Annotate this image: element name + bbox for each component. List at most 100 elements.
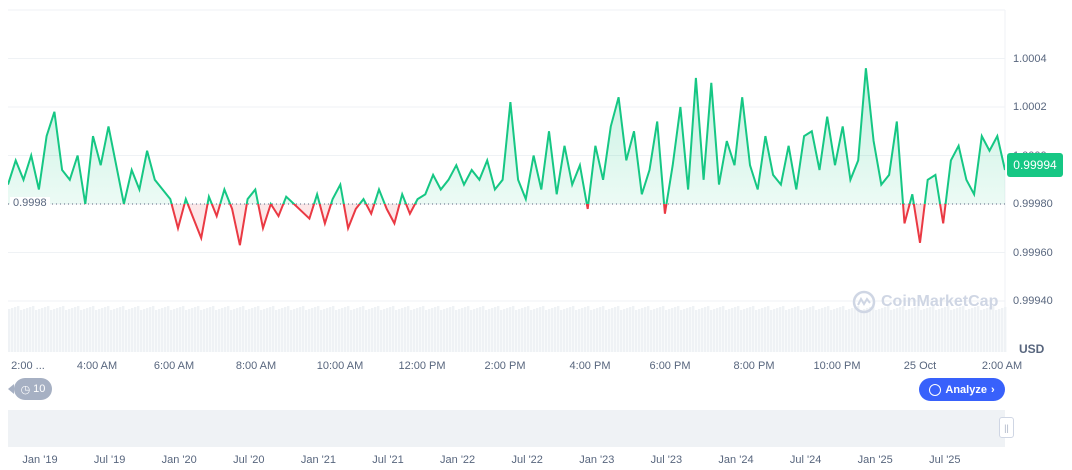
volume-bar	[35, 310, 38, 352]
history-button[interactable]: ◷ 10	[8, 378, 52, 400]
volume-bar	[221, 308, 224, 352]
volume-bar	[677, 306, 680, 352]
volume-bar	[233, 309, 236, 352]
volume-bar	[758, 309, 761, 352]
volume-bar	[242, 306, 245, 352]
navigator-date-label: Jan '25	[857, 454, 893, 466]
x-tick-label: 10:00 AM	[316, 360, 364, 372]
volume-bar	[749, 307, 752, 352]
volume-bar	[968, 309, 971, 352]
range-navigator[interactable]	[8, 410, 1005, 447]
volume-bar	[992, 306, 995, 352]
volume-bars	[8, 306, 1007, 352]
x-tick-label: 2:00 ...	[11, 360, 45, 372]
volume-bar	[839, 307, 842, 352]
volume-bar	[809, 307, 812, 352]
volume-bar	[902, 306, 905, 352]
volume-bar	[26, 308, 29, 352]
volume-bar	[131, 308, 134, 352]
volume-bar	[527, 306, 530, 352]
volume-bar	[638, 309, 641, 352]
volume-bar	[707, 306, 710, 352]
volume-bar	[641, 308, 644, 352]
y-tick-label: 1.0004	[1013, 52, 1047, 65]
volume-bar	[881, 308, 884, 352]
analyze-button[interactable]: Analyze ›	[919, 378, 1005, 401]
volume-bar	[377, 306, 380, 352]
volume-bar	[887, 306, 890, 352]
volume-bar	[311, 308, 314, 352]
volume-bar	[890, 310, 893, 352]
volume-bar	[89, 307, 92, 352]
volume-bar	[761, 308, 764, 352]
volume-bar	[821, 308, 824, 352]
volume-bar	[932, 306, 935, 352]
volume-bar	[722, 306, 725, 352]
volume-bar	[335, 310, 338, 352]
volume-bar	[68, 309, 71, 352]
coinmarketcap-watermark: CoinMarketCap	[852, 290, 998, 314]
volume-bar	[401, 308, 404, 352]
volume-bar	[587, 306, 590, 352]
price-line-up	[8, 68, 1005, 204]
current-price-badge: 0.99994	[1007, 153, 1063, 177]
volume-bar	[800, 310, 803, 352]
navigator-date-label: Jan '22	[440, 454, 476, 466]
volume-bar	[41, 308, 44, 352]
volume-bar	[770, 310, 773, 352]
volume-bar	[728, 309, 731, 352]
volume-bar	[362, 306, 365, 352]
volume-bar	[737, 306, 740, 352]
volume-bar	[701, 308, 704, 352]
volume-bar	[146, 308, 149, 352]
volume-bar	[47, 306, 50, 352]
volume-bar	[161, 308, 164, 352]
volume-bar	[980, 310, 983, 352]
volume-bar	[275, 310, 278, 352]
volume-bar	[680, 310, 683, 352]
volume-bar	[995, 310, 998, 352]
volume-bar	[554, 307, 557, 352]
volume-bar	[785, 310, 788, 352]
volume-bar	[686, 308, 689, 352]
volume-bar	[74, 307, 77, 352]
volume-bar	[692, 306, 695, 352]
volume-bar	[845, 310, 848, 352]
volume-bar	[620, 310, 623, 352]
chart-icon	[929, 383, 942, 396]
volume-bar	[284, 307, 287, 352]
volume-bar	[998, 309, 1001, 352]
volume-bar	[608, 309, 611, 352]
volume-bar	[929, 307, 932, 352]
volume-bar	[953, 309, 956, 352]
volume-bar	[38, 309, 41, 352]
volume-bar	[560, 310, 563, 352]
volume-bar	[566, 308, 569, 352]
volume-bar	[452, 306, 455, 352]
volume-bar	[182, 306, 185, 352]
volume-bar	[287, 306, 290, 352]
volume-bar	[419, 307, 422, 352]
navigator-handle[interactable]: ||	[999, 417, 1014, 438]
volume-bar	[494, 307, 497, 352]
navigator-date-label: Jul '22	[511, 454, 543, 466]
volume-bar	[191, 308, 194, 352]
volume-bar	[398, 309, 401, 352]
volume-bar	[458, 309, 461, 352]
volume-bar	[263, 309, 266, 352]
volume-bar	[767, 306, 770, 352]
volume-bar	[281, 308, 284, 352]
volume-bar	[605, 310, 608, 352]
volume-bar	[329, 307, 332, 352]
volume-bar	[440, 310, 443, 352]
volume-bar	[842, 306, 845, 352]
volume-bar	[320, 310, 323, 352]
volume-bar	[152, 306, 155, 352]
volume-bar	[122, 306, 125, 352]
volume-bar	[611, 308, 614, 352]
volume-bar	[326, 308, 329, 352]
volume-bar	[683, 309, 686, 352]
x-tick-label: 6:00 PM	[649, 360, 691, 372]
